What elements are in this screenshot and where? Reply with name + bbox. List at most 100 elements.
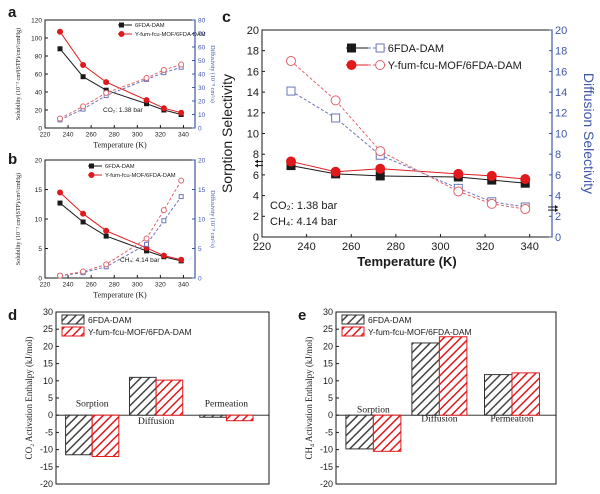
bar-sorption-1 <box>372 414 402 452</box>
panel-d: d -20 -15 -10 -5 0 5 10 15 20 25 30 CO₂ Activation E… <box>8 307 270 489</box>
y-tick-label: 30 <box>323 307 333 317</box>
y2-tick-label: 12 <box>555 108 567 120</box>
y-tick-label: 80 <box>35 53 43 60</box>
y-tick-label: 0 <box>328 410 333 420</box>
x-tick-label: 240 <box>297 241 315 253</box>
x-tick-label: 340 <box>178 282 189 289</box>
legend-swatch <box>341 326 365 337</box>
data-point <box>57 115 63 122</box>
x-tick-label: 320 <box>476 241 494 253</box>
panel-label: c <box>222 9 231 26</box>
y2-tick-label: 20 <box>555 25 567 37</box>
x-tick-label: 300 <box>431 241 449 253</box>
y-tick-label: 5 <box>328 393 333 403</box>
y-tick-label: -5 <box>325 427 333 437</box>
x-tick-label: 220 <box>40 282 51 289</box>
y-tick-label: 0 <box>38 125 42 132</box>
y-tick-label: 6 <box>253 170 259 182</box>
data-point <box>80 210 87 217</box>
condition-annotation: CH₄: 4.14 bar <box>270 216 337 228</box>
y-tick-label: 5 <box>38 246 42 253</box>
x-tick-label: 280 <box>109 132 120 139</box>
data-point <box>143 75 150 82</box>
y-tick-label: 60 <box>35 71 43 78</box>
y-axis-label: CO₂ Activation Enthalpy (kJ/mol) <box>24 337 34 460</box>
condition-annotation: CH₄: 4.14 bar <box>120 257 160 264</box>
data-point <box>286 156 296 167</box>
y2-tick-label: 10 <box>555 128 567 140</box>
y-tick-label: 12 <box>247 108 259 120</box>
data-point <box>486 198 497 209</box>
data-point <box>375 163 386 174</box>
y2-tick-label: 70 <box>198 31 206 38</box>
legend-label: Y-fum-fcu-MOF/6FDA-DAM <box>368 327 472 337</box>
y2-tick-label: 14 <box>555 87 567 99</box>
axis-arrow-head <box>555 208 558 213</box>
x-tick-label: 280 <box>109 282 120 289</box>
data-point <box>144 241 150 247</box>
y-tick-label: 14 <box>247 87 259 99</box>
x-tick-label: 340 <box>521 241 539 253</box>
legend-swatch <box>341 314 365 325</box>
panel-e: e -20 -15 -10 -5 0 5 10 15 20 25 30 CH₄ Activation E… <box>298 307 557 489</box>
data-point <box>331 113 341 123</box>
data-point <box>520 204 531 215</box>
y-tick-label: 0 <box>48 410 53 420</box>
legend-label: 6FDA-DAM <box>135 23 165 29</box>
data-point <box>80 103 87 110</box>
x-tick-label: 220 <box>253 241 271 253</box>
y-tick-label: 18 <box>247 46 259 58</box>
y2-axis-label: Diffusivity (10⁻⁸ cm²/s) <box>209 45 216 103</box>
x-axis-label: Temperature (K) <box>357 254 456 269</box>
y-axis-label: Solubility (10⁻³ cm³(STP)/cm³/cmHg) <box>15 28 22 120</box>
y-tick-label: 20 <box>247 25 259 37</box>
legend-marker-open <box>375 60 386 70</box>
legend-marker <box>347 43 356 53</box>
data-point <box>178 61 185 68</box>
y-tick-label: 10 <box>43 376 53 386</box>
x-tick-label: 260 <box>342 241 360 253</box>
bar-permeation-1 <box>511 372 540 416</box>
series-line-3 <box>59 64 182 119</box>
condition-annotation: CO₂: 1.38 bar <box>103 107 144 114</box>
series-line-3 <box>290 60 526 210</box>
legend-marker <box>119 22 124 28</box>
y-tick-label: 8 <box>253 149 259 161</box>
legend-swatch <box>61 314 85 325</box>
x-tick-label: 220 <box>40 132 51 139</box>
bar-sorption-1 <box>91 414 120 457</box>
x-tick-label: 240 <box>63 132 74 139</box>
data-point <box>80 62 87 68</box>
data-point <box>57 189 63 196</box>
data-point <box>103 89 110 96</box>
y-tick-label: 20 <box>43 341 53 351</box>
data-point <box>453 168 464 179</box>
category-label: Sorption <box>357 405 390 415</box>
y2-tick-label: 15 <box>198 187 206 194</box>
bar-diffusion-0 <box>128 376 157 416</box>
bar-diffusion-1 <box>155 379 184 416</box>
data-point <box>486 170 497 181</box>
data-point <box>57 200 63 206</box>
bar-permeation-0 <box>484 374 513 416</box>
panel-b: b 220 240 260 280 300 320 340 0 5 10 15 20 0 5 10 15 20 Te… <box>8 151 216 300</box>
y2-tick-label: 0 <box>198 125 202 132</box>
y-tick-label: 20 <box>323 341 333 351</box>
data-point <box>178 177 185 184</box>
y2-tick-label: 6 <box>555 170 561 182</box>
data-point <box>160 105 167 112</box>
panel-label: d <box>8 307 17 324</box>
y2-tick-label: 4 <box>555 190 561 202</box>
panel-label: e <box>298 307 306 324</box>
y-tick-label: 5 <box>48 393 53 403</box>
bar-permeation-1 <box>225 414 254 422</box>
data-point <box>57 28 63 35</box>
y-tick-label: -5 <box>45 427 53 437</box>
y-axis-label: Sorption Selectivity <box>219 74 235 193</box>
x-axis-label: Temperature (K) <box>93 141 147 150</box>
axis-arrow-head <box>255 163 258 168</box>
y2-tick-label: 2 <box>555 211 561 223</box>
y-tick-label: 120 <box>31 17 42 24</box>
category-label: Permeation <box>490 414 534 424</box>
y-tick-label: -10 <box>320 445 333 455</box>
